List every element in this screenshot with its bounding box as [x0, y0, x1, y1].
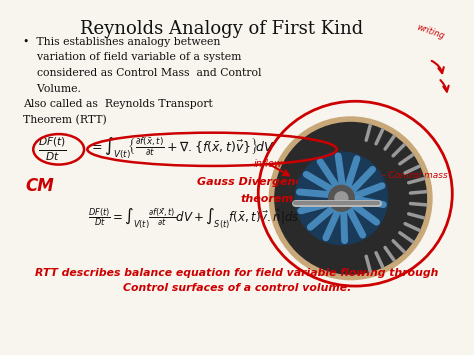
Circle shape	[269, 117, 432, 280]
Text: RTT describes balance equation for field variable flowing through: RTT describes balance equation for field…	[35, 268, 439, 278]
Circle shape	[328, 185, 355, 211]
Text: Control surfaces of a control volume.: Control surfaces of a control volume.	[123, 283, 351, 293]
Text: considered as Control Mass  and Control: considered as Control Mass and Control	[23, 68, 261, 78]
Text: writing: writing	[415, 23, 446, 41]
Circle shape	[335, 192, 348, 205]
Circle shape	[295, 152, 388, 245]
Text: $\frac{DF(t)}{Dt}$: $\frac{DF(t)}{Dt}$	[38, 136, 67, 163]
Text: Also called as  Reynolds Transport: Also called as Reynolds Transport	[23, 99, 212, 109]
Circle shape	[275, 122, 427, 274]
Text: ← Control mass: ← Control mass	[378, 170, 448, 180]
Text: $\frac{DF(t)}{Dt} = \int_{V(t)}\frac{\partial f(\bar{x},t)}{\partial t}dV + \int: $\frac{DF(t)}{Dt} = \int_{V(t)}\frac{\pa…	[88, 207, 299, 232]
Text: Theorem (RTT): Theorem (RTT)	[23, 115, 106, 125]
Text: theorem: theorem	[241, 194, 294, 204]
Text: inflow: inflow	[254, 159, 283, 169]
Text: Reynolds Analogy of First Kind: Reynolds Analogy of First Kind	[80, 20, 363, 38]
Text: Gauss Divergence: Gauss Divergence	[197, 177, 310, 187]
Text: variation of field variable of a system: variation of field variable of a system	[23, 52, 241, 62]
Text: •  This establishes analogy between: • This establishes analogy between	[23, 37, 220, 47]
Text: CM: CM	[26, 177, 54, 195]
Text: $= \int_{V(t)}\!\left\{\frac{\partial f(\bar{x},t)}{\partial t}+\nabla.\{f(\bar{: $= \int_{V(t)}\!\left\{\frac{\partial f(…	[89, 136, 275, 162]
Text: CV: CV	[339, 154, 357, 167]
Text: Volume.: Volume.	[23, 84, 81, 94]
